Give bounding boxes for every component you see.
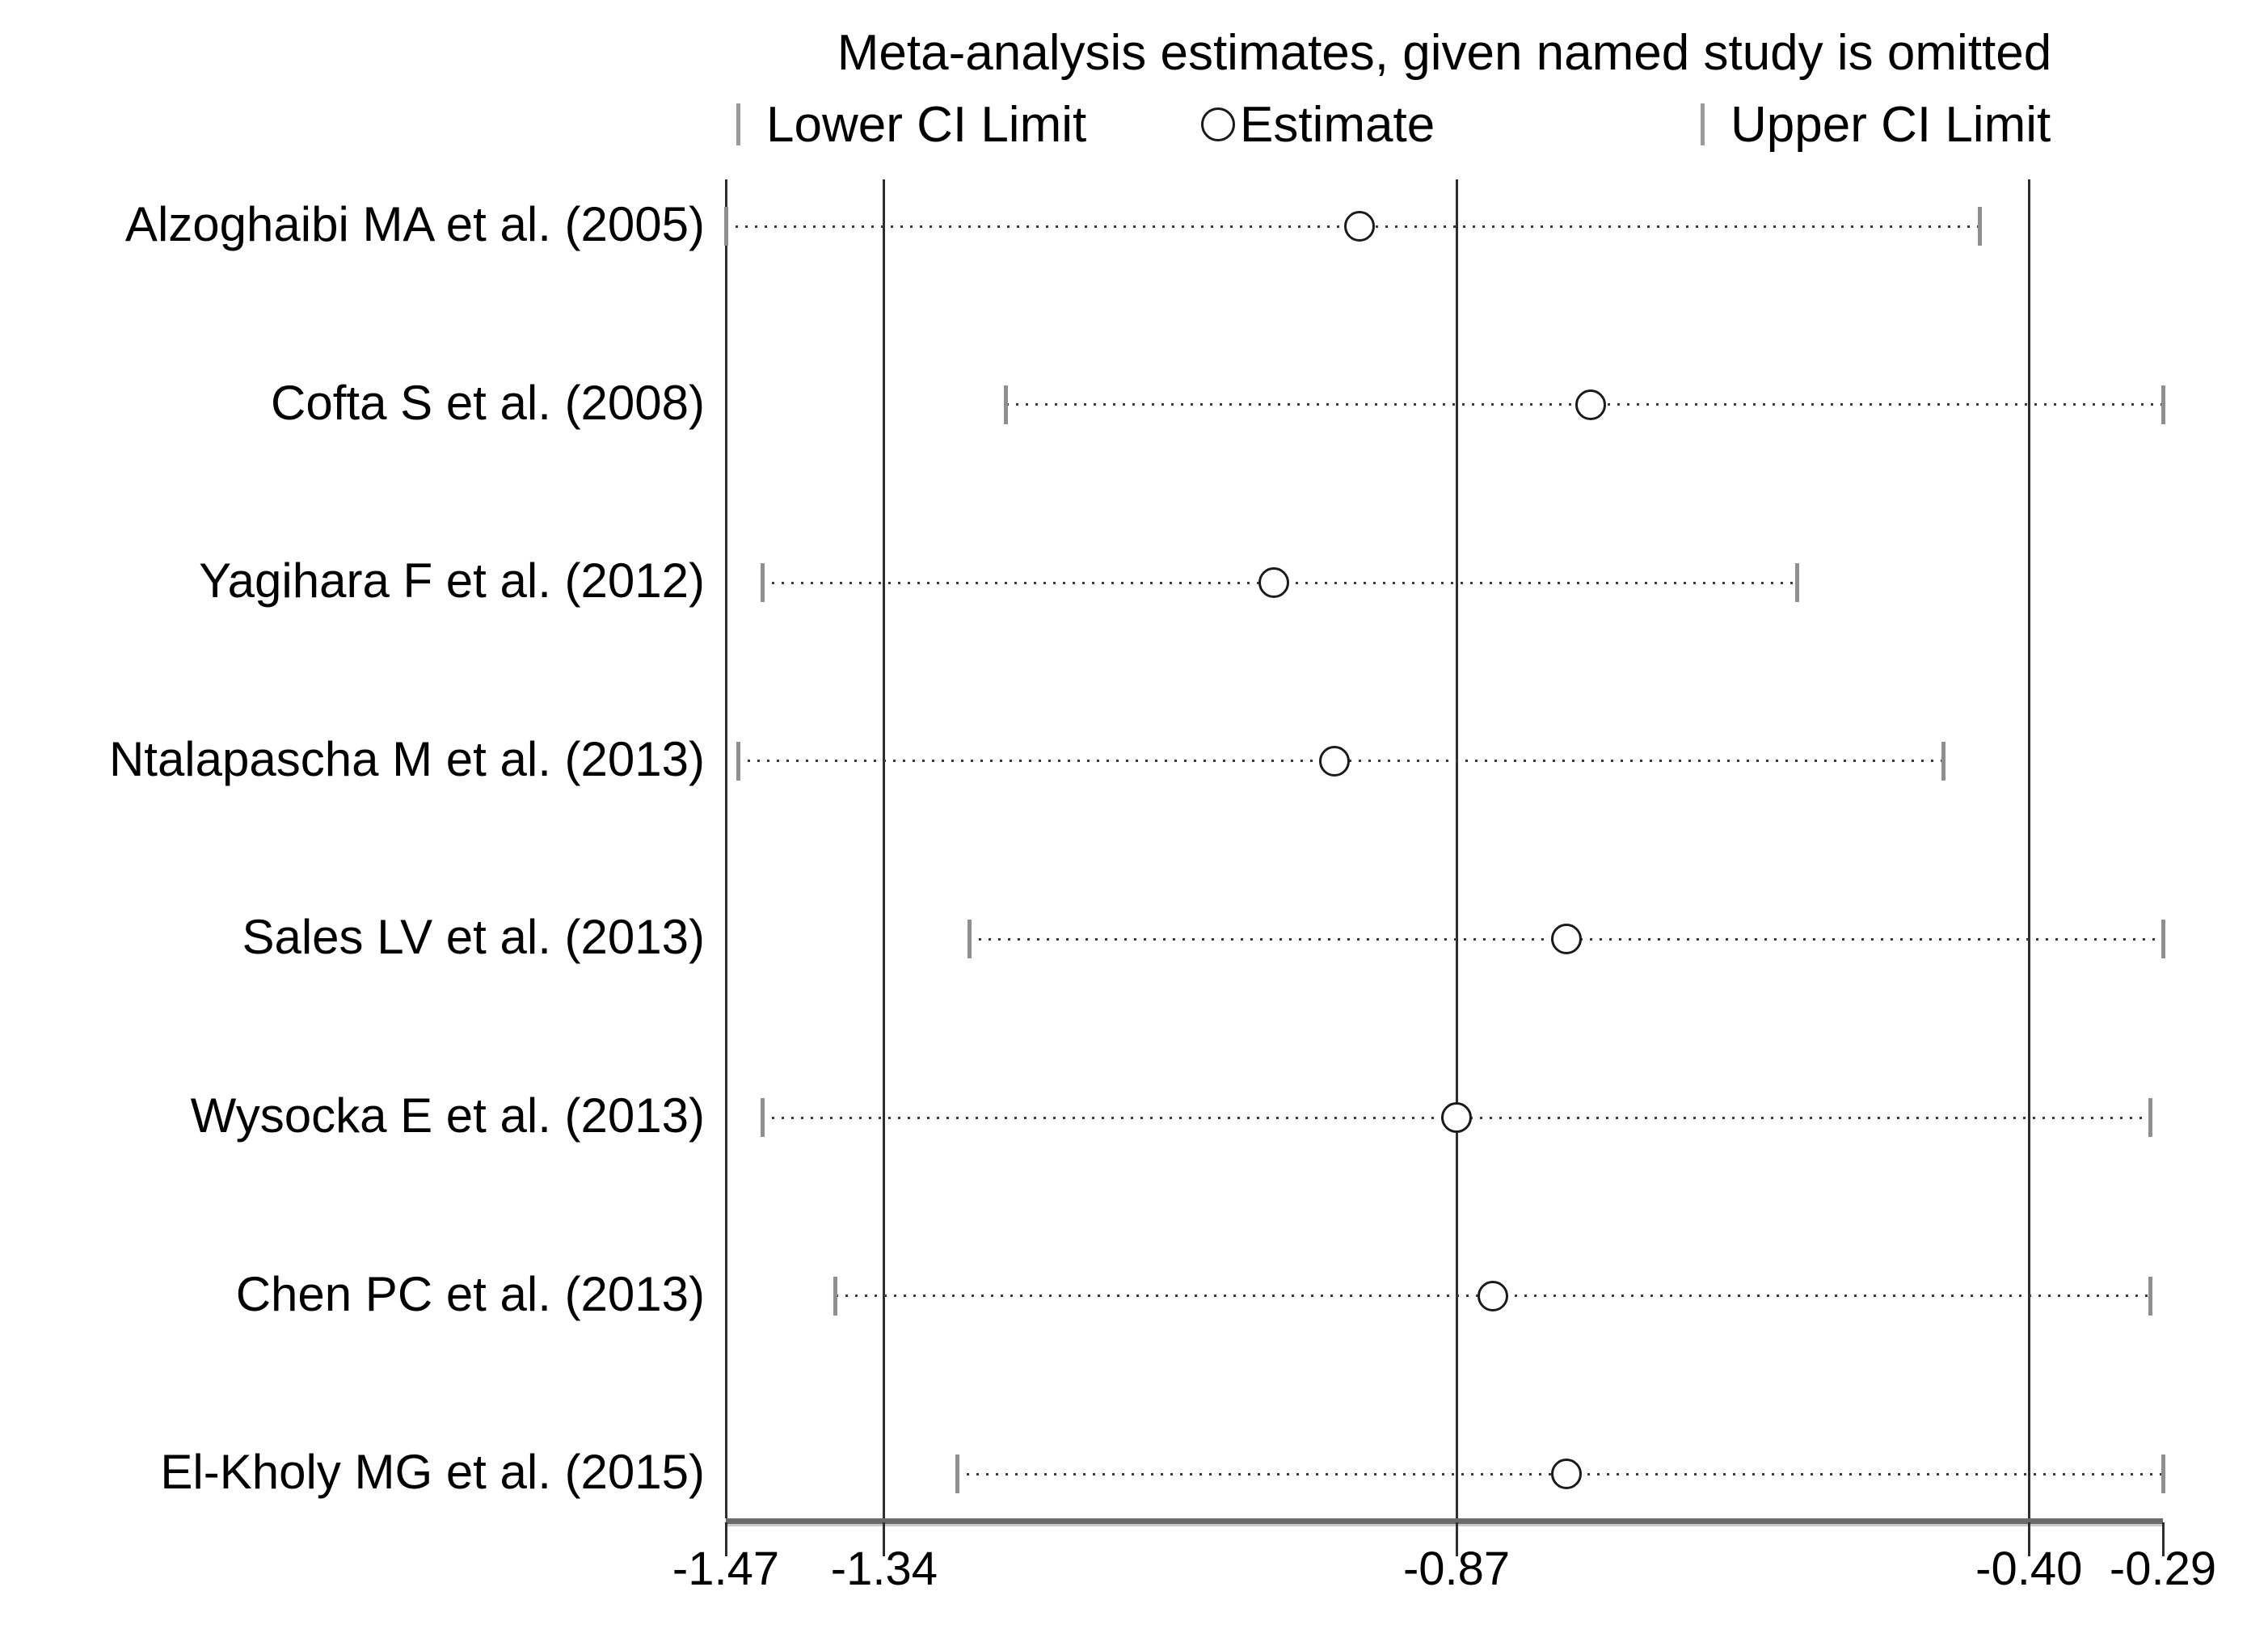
upper-ci-tick (1978, 207, 1983, 246)
study-label: Wysocka E et al. (2013) (190, 1088, 705, 1143)
reference-line-1 (1455, 179, 1458, 1518)
study-label: El-Kholy MG et al. (2015) (160, 1445, 705, 1500)
x-axis-tick-label: -1.47 (672, 1543, 780, 1595)
upper-ci-tick (2161, 385, 2165, 424)
estimate-marker (1550, 924, 1582, 955)
estimate-marker (1575, 389, 1606, 420)
estimate-marker (1478, 1280, 1509, 1311)
lower-ci-tick (1004, 385, 1009, 424)
lower-ci-tick (760, 563, 765, 603)
x-axis-tick (1455, 1522, 1458, 1556)
upper-ci-tick (2148, 1276, 2153, 1316)
lower-ci-tick (955, 1455, 959, 1494)
x-axis-tick-label: -1.34 (830, 1543, 938, 1595)
legend-item-lower-ci: Lower CI Limit (736, 94, 1086, 155)
x-axis-tick-label: -0.87 (1402, 1543, 1511, 1595)
chart-title: Meta-analysis estimates, given named stu… (837, 25, 2052, 81)
upper-ci-tick (1941, 741, 1946, 781)
lower-ci-tick-icon (736, 103, 740, 145)
legend-item-upper-ci: Upper CI Limit (1701, 94, 2051, 155)
y-axis-line (725, 179, 727, 1518)
estimate-marker (1258, 567, 1290, 599)
reference-line-0 (883, 179, 886, 1518)
study-label: Sales LV et al. (2013) (242, 910, 705, 965)
x-axis-line (726, 1518, 2163, 1526)
legend-upper-label: Upper CI Limit (1731, 96, 2051, 153)
lower-ci-tick (723, 207, 728, 246)
lower-ci-tick (967, 920, 972, 959)
x-axis-tick-label: -0.29 (2109, 1543, 2217, 1595)
lower-ci-tick (736, 741, 740, 781)
estimate-marker (1319, 745, 1351, 777)
legend-lower-label: Lower CI Limit (766, 96, 1087, 153)
x-axis-tick (2027, 1522, 2030, 1556)
lower-ci-tick (833, 1276, 838, 1316)
x-axis-tick (724, 1522, 727, 1556)
upper-ci-tick (2161, 1455, 2165, 1494)
study-label: Cofta S et al. (2008) (271, 375, 705, 430)
reference-line-2 (2027, 179, 2030, 1518)
estimate-circle-icon (1201, 107, 1235, 141)
legend-item-estimate: Estimate (1201, 94, 1435, 155)
lower-ci-tick (760, 1098, 765, 1137)
estimate-marker (1441, 1102, 1473, 1133)
legend-estimate-label: Estimate (1240, 96, 1435, 153)
study-label: Chen PC et al. (2013) (235, 1266, 705, 1321)
study-label: Alzoghaibi MA et al. (2005) (124, 197, 705, 251)
study-label: Yagihara F et al. (2012) (199, 554, 705, 608)
study-label: Ntalapascha M et al. (2013) (108, 731, 705, 786)
upper-ci-tick (2148, 1098, 2153, 1137)
x-axis-tick-label: -0.40 (1975, 1543, 2083, 1595)
upper-ci-tick (2161, 920, 2165, 959)
estimate-marker (1550, 1459, 1582, 1490)
x-axis-tick (2161, 1522, 2165, 1556)
x-axis-tick (883, 1522, 886, 1556)
upper-ci-tick (1795, 563, 1800, 603)
upper-ci-tick-icon (1701, 103, 1705, 145)
estimate-marker (1343, 211, 1375, 242)
